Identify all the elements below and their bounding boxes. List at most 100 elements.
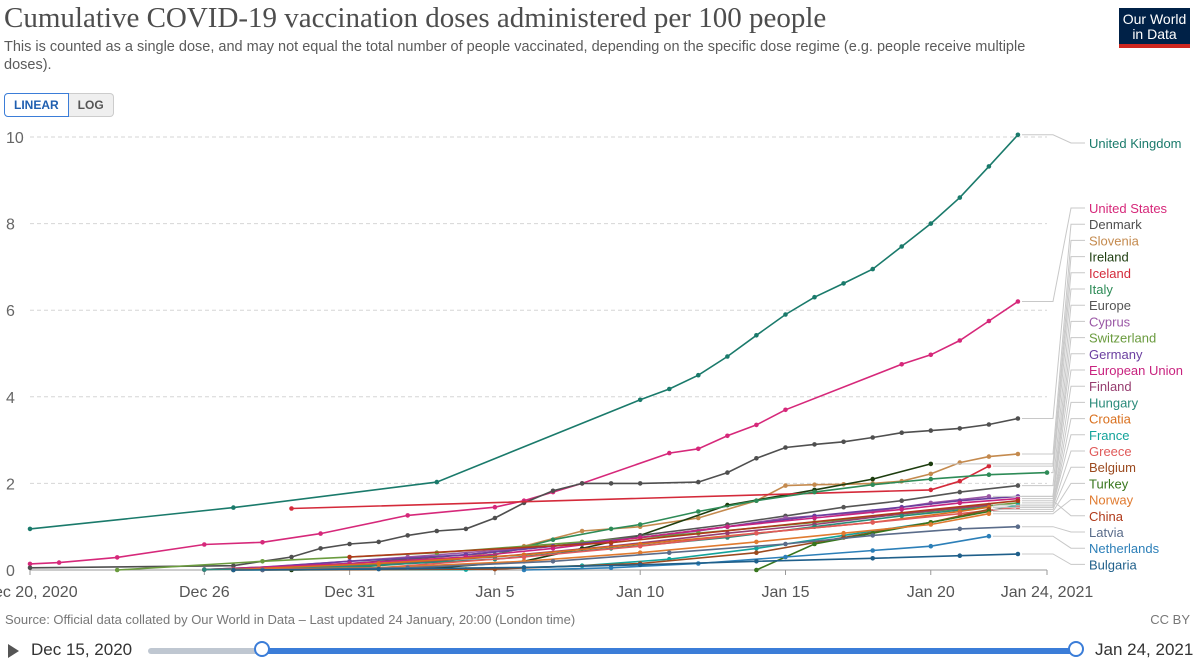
series-label: Greece: [1089, 444, 1132, 459]
data-point: [812, 482, 817, 488]
data-point: [783, 312, 788, 317]
data-point: [405, 533, 411, 538]
data-point: [928, 487, 934, 493]
data-point: [870, 435, 875, 440]
data-point: [289, 506, 294, 511]
data-point: [579, 528, 585, 534]
data-point: [725, 354, 730, 359]
data-point: [347, 541, 352, 547]
y-tick-label: 4: [6, 390, 15, 407]
data-point: [376, 566, 382, 572]
series-label: Bulgaria: [1089, 557, 1137, 572]
data-point: [521, 554, 527, 560]
data-point: [754, 559, 759, 564]
y-tick-label: 2: [6, 476, 15, 493]
data-point: [754, 422, 759, 428]
data-point: [783, 407, 788, 413]
data-point: [754, 567, 759, 573]
data-point: [696, 509, 701, 514]
linear-scale-button[interactable]: LINEAR: [4, 93, 69, 117]
legend-connector: [1021, 353, 1085, 497]
data-point: [783, 554, 788, 560]
series-label: Italy: [1089, 282, 1113, 297]
x-tick-label: Dec 20, 2020: [0, 584, 78, 601]
logo-line-1: Our World: [1122, 11, 1187, 27]
play-icon[interactable]: [8, 644, 19, 658]
data-point: [550, 488, 556, 494]
series-label: Latvia: [1089, 525, 1124, 540]
data-point: [463, 526, 469, 532]
y-tick-label: 8: [6, 217, 15, 234]
series-label: United States: [1089, 201, 1168, 216]
owid-logo[interactable]: Our World in Data: [1119, 8, 1190, 48]
x-tick-label: Jan 10: [616, 584, 664, 601]
series-label: Slovenia: [1089, 233, 1140, 248]
data-point: [56, 560, 62, 565]
data-point: [754, 550, 759, 555]
legend-connector: [992, 272, 1085, 467]
x-tick-label: Jan 24, 2021: [1001, 584, 1094, 601]
data-point: [231, 567, 236, 573]
data-point: [27, 565, 33, 571]
timeline-selected-range: [262, 648, 1076, 654]
series-label: Iceland: [1089, 266, 1131, 281]
data-point: [812, 541, 817, 547]
series-label: United Kingdom: [1089, 136, 1182, 151]
log-scale-button[interactable]: LOG: [68, 93, 114, 117]
data-point: [231, 505, 236, 510]
legend-connector: [1021, 207, 1085, 302]
x-tick-label: Dec 31: [324, 584, 375, 601]
data-point: [957, 195, 963, 200]
data-point: [928, 522, 934, 527]
data-point: [986, 164, 992, 169]
data-point: [754, 546, 759, 551]
series-label: France: [1089, 428, 1129, 443]
data-point: [986, 318, 992, 324]
data-point: [928, 461, 934, 467]
series-label: Croatia: [1089, 412, 1132, 427]
legend-connector: [1051, 288, 1085, 474]
data-point: [637, 535, 643, 540]
data-point: [579, 481, 585, 486]
data-point: [870, 533, 875, 538]
scale-toggle: LINEAR LOG: [4, 93, 114, 117]
data-point: [1015, 483, 1021, 488]
chart-title: Cumulative COVID-19 vaccination doses ad…: [4, 2, 827, 34]
data-point: [347, 554, 352, 560]
data-point: [114, 567, 120, 573]
timeline-end-handle[interactable]: [1068, 641, 1084, 657]
data-point: [986, 454, 992, 459]
data-point: [696, 515, 701, 521]
data-point: [986, 422, 992, 427]
line-chart: 0 2 4 6 8 10 Dec 20, 2020 Dec 26 Dec 31 Jan 5 Jan …: [0, 130, 1183, 601]
data-point: [492, 515, 498, 521]
data-point: [550, 559, 556, 564]
legend-connector: [1021, 434, 1085, 506]
series-line: [233, 512, 990, 571]
data-point: [725, 524, 730, 529]
data-point: [637, 522, 643, 527]
data-point: [986, 511, 992, 516]
data-point: [870, 266, 875, 272]
data-point: [202, 567, 207, 572]
data-point: [928, 221, 934, 226]
data-point: [754, 333, 759, 338]
data-point: [812, 442, 817, 447]
data-point: [521, 565, 527, 570]
data-point: [899, 430, 904, 436]
series-label: Netherlands: [1089, 541, 1160, 556]
data-point: [899, 362, 904, 367]
data-point: [1015, 498, 1021, 504]
timeline-start-handle[interactable]: [254, 641, 270, 657]
series-line: [29, 300, 1019, 565]
legend-connector: [1021, 223, 1085, 419]
data-point: [202, 542, 207, 547]
data-point: [783, 445, 788, 450]
timeline-start-label: Dec 15, 2020: [31, 640, 133, 659]
data-point: [1044, 470, 1050, 475]
data-point: [27, 561, 33, 567]
data-point: [899, 244, 904, 249]
series-label: Denmark: [1089, 217, 1142, 232]
x-tick-label: Jan 20: [907, 584, 955, 601]
y-tick-label: 6: [6, 303, 15, 320]
